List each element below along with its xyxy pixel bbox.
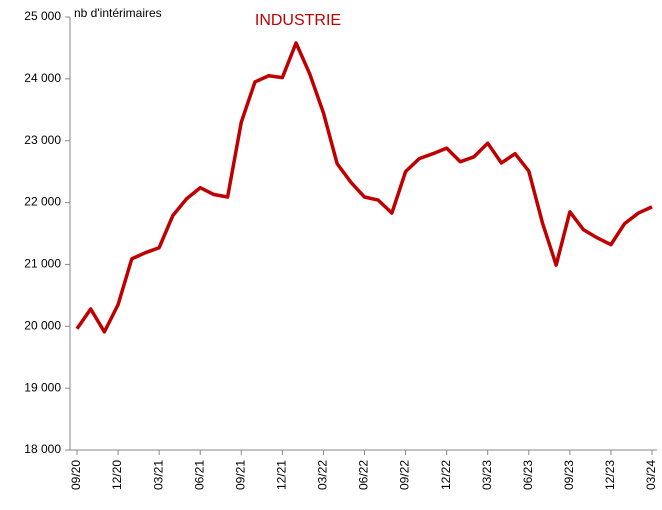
x-tick-label: 03/21	[151, 460, 165, 490]
x-tick-label: 03/23	[480, 460, 494, 490]
line-series	[75, 41, 653, 334]
x-tick-label: 06/21	[192, 460, 206, 490]
x-tick-label: 12/20	[110, 460, 124, 490]
chart-title: INDUSTRIE	[255, 12, 341, 29]
x-tick-label: 03/24	[644, 460, 658, 490]
y-tick-label: 19 000	[24, 380, 61, 394]
y-tick-label: 20 000	[24, 318, 61, 332]
x-tick-label: 12/22	[439, 460, 453, 490]
y-tick-label: 22 000	[24, 195, 61, 209]
y-tick-label: 23 000	[24, 133, 61, 147]
y-axis-label: nb d'intérimaires	[74, 6, 162, 20]
y-tick-label: 18 000	[24, 442, 61, 456]
x-tick-label: 03/22	[316, 460, 330, 490]
x-tick-label: 06/22	[357, 460, 371, 490]
x-tick-label: 12/21	[275, 460, 289, 490]
x-tick-label: 09/22	[398, 460, 412, 490]
y-tick-label: 25 000	[24, 9, 61, 23]
x-tick-label: 06/23	[521, 460, 535, 490]
x-tick-label: 09/23	[562, 460, 576, 490]
x-tick-label: 12/23	[603, 460, 617, 490]
x-tick-label: 09/21	[233, 460, 247, 490]
x-tick-label: 09/20	[69, 460, 83, 490]
y-tick-label: 24 000	[24, 71, 61, 85]
y-tick-label: 21 000	[24, 257, 61, 271]
